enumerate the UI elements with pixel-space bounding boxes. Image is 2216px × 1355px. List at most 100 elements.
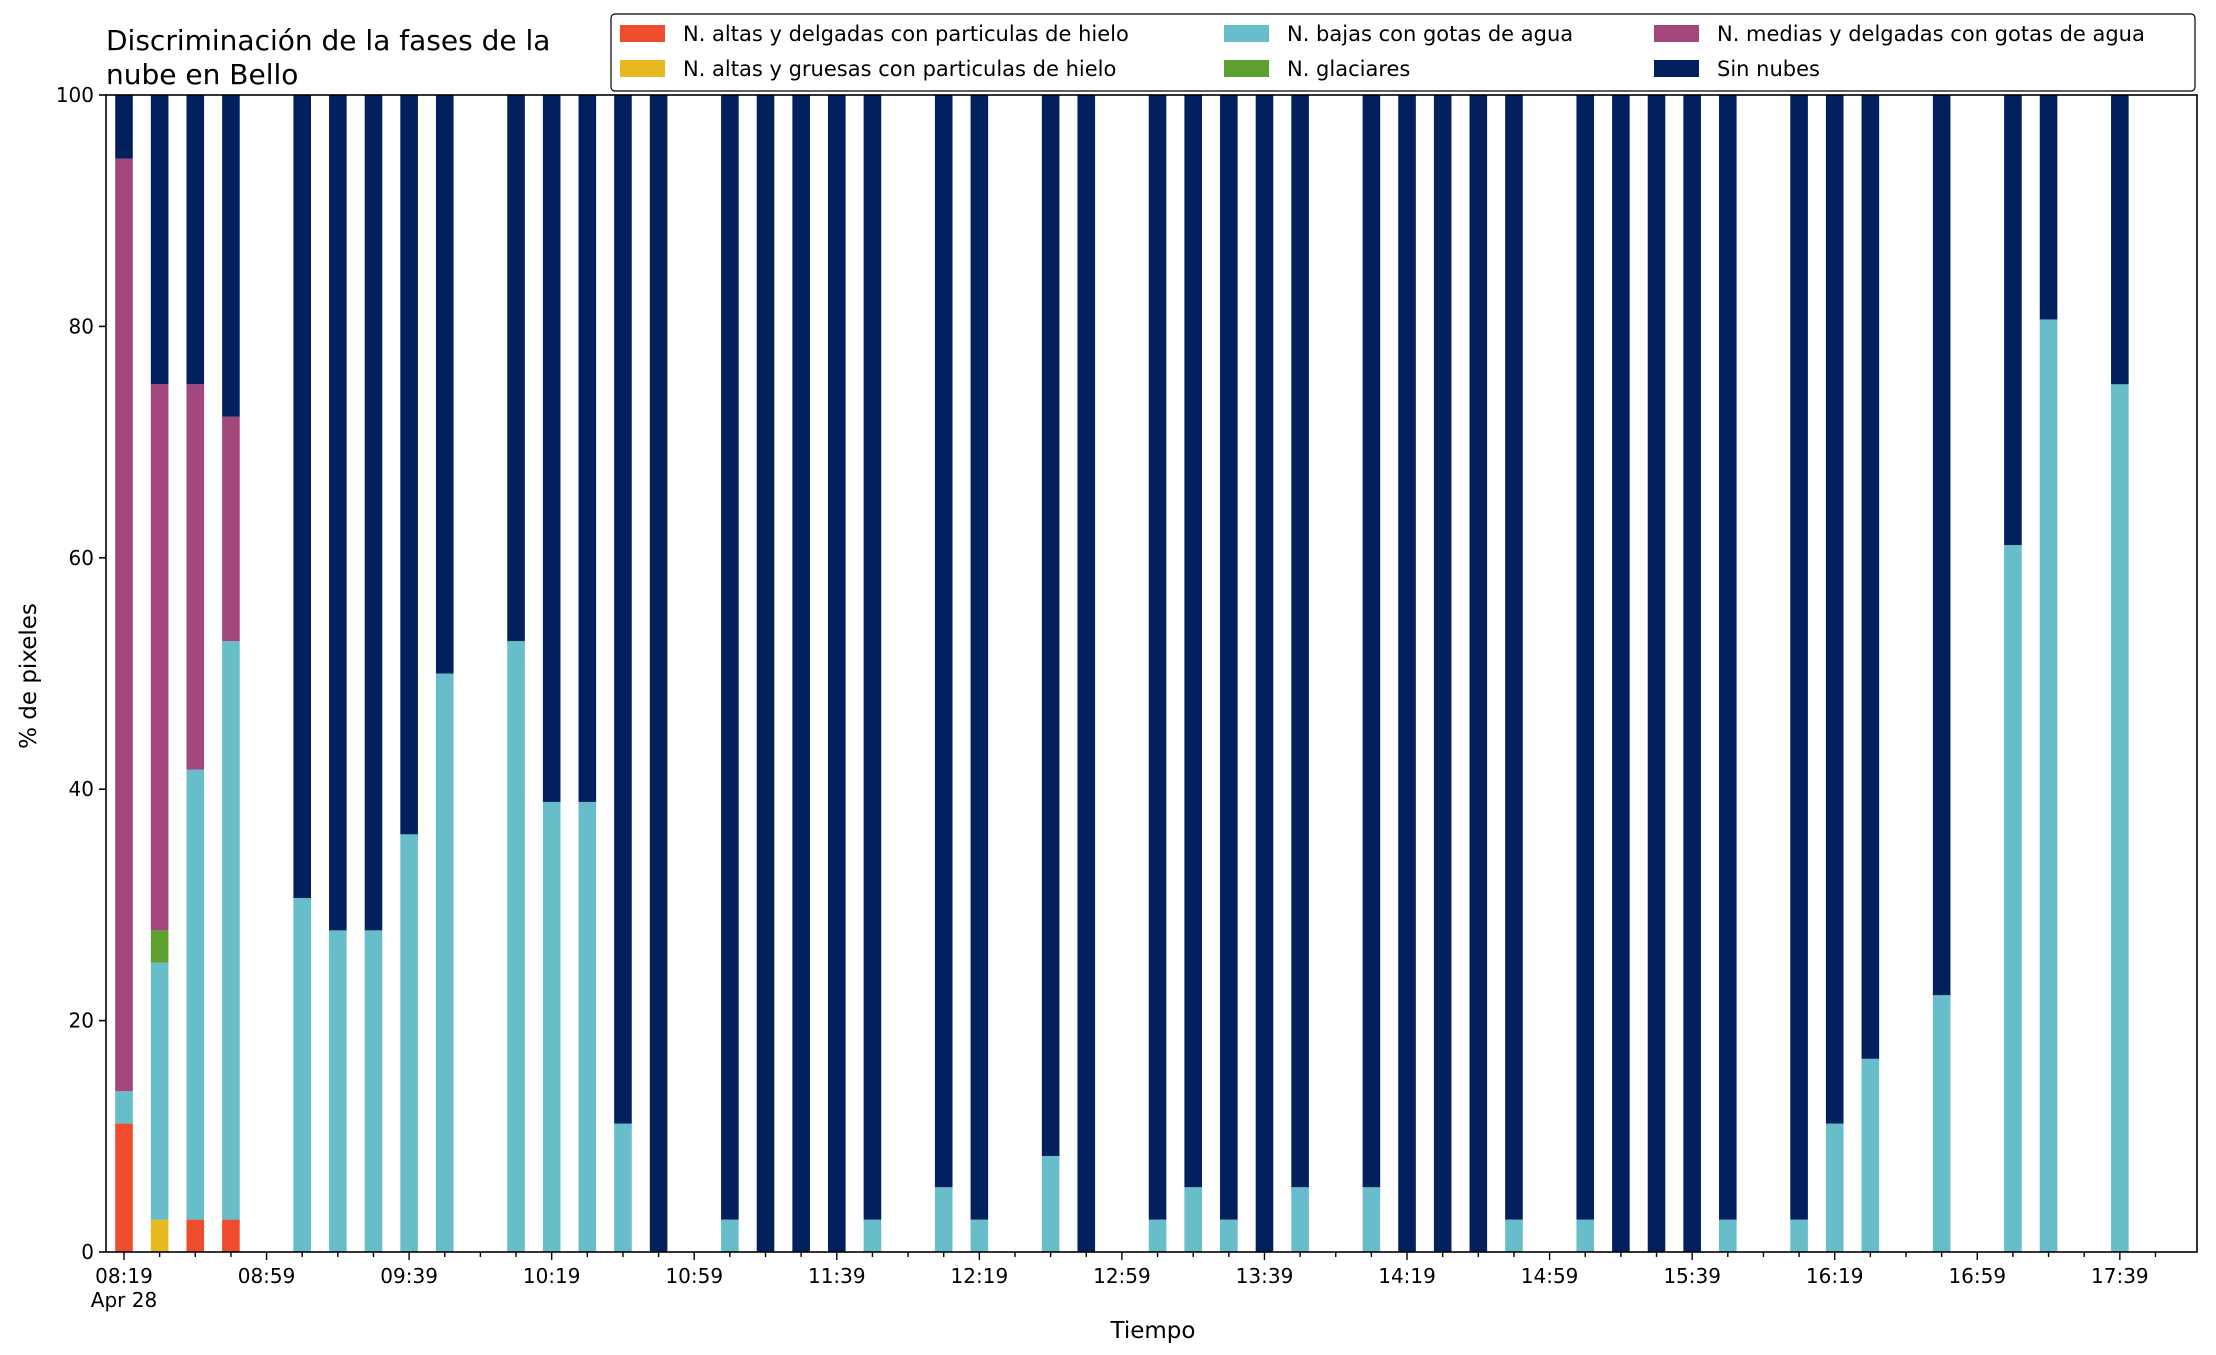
bar-segment-sin_nubes [1398,95,1416,1252]
bar-segment-sin_nubes [2039,95,2058,320]
bar-segment-bajas [614,1123,632,1252]
legend: N. altas y delgadas con particulas de hi… [610,13,2196,92]
bar-segment-sin_nubes [1469,95,1488,1252]
bar-segment-bajas [2004,545,2022,1252]
bar-segment-bajas [1148,1219,1167,1252]
x-axis-label: Tiempo [1110,1318,1196,1344]
bar-segment-sin_nubes [1612,95,1630,1252]
bar-segment-bajas [1362,1187,1381,1252]
bar-segment-bajas [1505,1219,1523,1252]
bar-segment-sin_nubes [863,95,882,1220]
y-tick-label: 20 [69,1009,94,1033]
bar-segment-bajas [435,673,454,1252]
legend-label-sin_nubes: Sin nubes [1717,57,1820,81]
x-tick-label: 12:19 [951,1264,1009,1288]
bar-segment-sin_nubes [1148,95,1167,1220]
bar-segment-bajas [1861,1058,1880,1252]
bar-segment-altas_delgadas [115,1123,133,1252]
bar-segment-sin_nubes [756,95,775,1252]
legend-label-altas_gruesas: N. altas y gruesas con particulas de hie… [683,57,1116,81]
bar-segment-sin_nubes [364,95,383,931]
y-tick-label: 0 [81,1240,94,1264]
bar-segment-altas_delgadas [186,1219,205,1252]
x-tick-label: 16:59 [1948,1264,2006,1288]
chart-title-line-2: nube en Bello [106,58,298,91]
legend-swatch-sin_nubes [1654,60,1699,77]
bars [115,95,2129,1253]
x-tick-label: 16:19 [1806,1264,1864,1288]
x-tick-label: 14:59 [1521,1264,1579,1288]
bar-segment-sin_nubes [1790,95,1808,1220]
bar-segment-sin_nubes [186,95,205,385]
bar-segment-sin_nubes [150,95,169,385]
x-tick-label: 11:39 [808,1264,866,1288]
bar-segment-sin_nubes [1505,95,1523,1220]
bar-segment-sin_nubes [115,95,133,159]
bar-segment-sin_nubes [1932,95,1951,996]
y-tick-label: 80 [69,314,94,338]
bar-segment-sin_nubes [614,95,632,1124]
bar-segment-bajas [863,1219,882,1252]
bar-segment-sin_nubes [507,95,525,642]
bar-segment-sin_nubes [435,95,454,674]
y-axis-label: % de pixeles [16,603,42,749]
y-tick-label: 100 [56,83,94,107]
x-tick-label: 14:19 [1378,1264,1436,1288]
bar-segment-sin_nubes [293,95,311,898]
bar-segment-bajas [222,641,240,1220]
bar-segment-sin_nubes [1825,95,1844,1124]
bar-segment-medias [186,384,205,770]
x-tick-label: 13:39 [1236,1264,1294,1288]
bar-segment-sin_nubes [792,95,810,1252]
bar-segment-bajas [934,1187,953,1252]
bar-segment-bajas [721,1219,739,1252]
bar-segment-bajas [1932,995,1951,1252]
legend-label-altas_delgadas: N. altas y delgadas con particulas de hi… [683,22,1129,46]
bar-segment-sin_nubes [578,95,597,802]
bar-segment-sin_nubes [721,95,739,1220]
axes-frame [105,94,2198,1253]
bar-segment-bajas [186,769,205,1220]
bar-segment-sin_nubes [1683,95,1701,1252]
bar-segment-sin_nubes [400,95,418,835]
bar-segment-sin_nubes [222,95,240,417]
x-tick-label: 10:19 [523,1264,581,1288]
chart-title-line-1: Discriminación de la fases de la [106,24,550,57]
legend-box [610,13,2196,92]
bar-segment-bajas [1576,1219,1595,1252]
bar-segment-sin_nubes [828,95,846,1252]
x-tick-label: 08:19 [95,1264,153,1288]
bar-segment-bajas [1184,1187,1202,1252]
bar-segment-bajas [1291,1187,1309,1252]
bar-segment-bajas [1041,1155,1060,1252]
legend-label-bajas: N. bajas con gotas de agua [1287,22,1573,46]
bar-segment-bajas [578,801,597,1252]
bar-segment-sin_nubes [1433,95,1452,1252]
bar-segment-medias [115,158,133,1092]
x-tick-label: 08:59 [238,1264,296,1288]
x-tick-label: 17:39 [2091,1264,2149,1288]
bar-segment-bajas [293,897,311,1252]
bar-segment-medias [150,384,169,931]
bar-segment-bajas [970,1219,989,1252]
bar-segment-sin_nubes [1255,95,1274,1252]
x-tick-label: 10:59 [665,1264,723,1288]
bar-segment-bajas [364,930,383,1252]
bar-segment-bajas [1790,1219,1808,1252]
legend-swatch-medias [1654,25,1699,42]
x-tick-label: 09:39 [380,1264,438,1288]
bar-segment-bajas [1719,1219,1737,1252]
bar-segment-sin_nubes [1719,95,1737,1220]
bar-segment-bajas [329,930,347,1252]
bar-segment-bajas [507,641,525,1252]
x-tick-sublabel: Apr 28 [91,1288,157,1312]
bar-segment-bajas [1825,1123,1844,1252]
legend-label-glaciares: N. glaciares [1287,57,1410,81]
legend-swatch-altas_gruesas [620,60,665,77]
legend-label-medias: N. medias y delgadas con gotas de agua [1717,22,2145,46]
legend-swatch-altas_delgadas [620,25,665,42]
bar-segment-glaciares [150,930,169,963]
bar-segment-sin_nubes [649,95,668,1252]
